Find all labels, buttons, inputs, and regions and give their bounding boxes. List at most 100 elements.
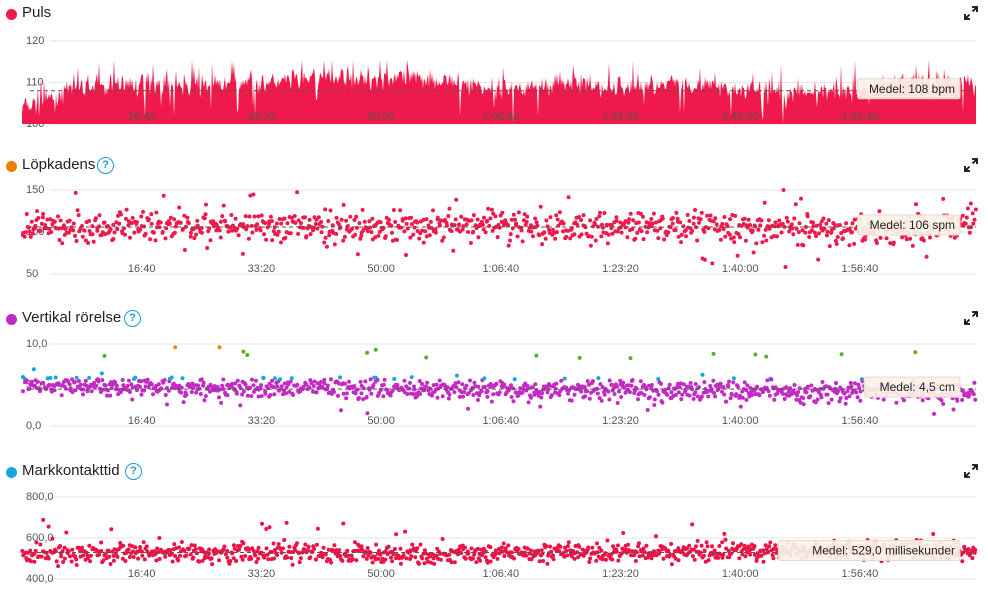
data-point: [267, 525, 272, 530]
data-point: [759, 553, 764, 558]
data-point: [250, 377, 254, 382]
data-point: [97, 224, 102, 229]
data-point: [463, 545, 467, 550]
data-point: [383, 234, 388, 239]
data-point: [368, 225, 372, 230]
data-point: [566, 540, 571, 545]
data-point: [71, 228, 76, 233]
data-point: [81, 392, 85, 397]
data-point: [727, 555, 732, 560]
data-point: [456, 552, 460, 557]
data-point: [415, 229, 420, 233]
expand-icon[interactable]: [964, 6, 978, 20]
data-point: [746, 217, 751, 222]
data-point: [430, 393, 434, 398]
data-point: [743, 238, 748, 243]
data-point: [145, 377, 150, 382]
data-point: [270, 378, 275, 383]
data-point: [332, 543, 337, 548]
data-point: [271, 541, 276, 546]
data-point: [678, 381, 683, 386]
data-point: [488, 545, 493, 550]
data-point: [36, 216, 41, 220]
data-point: [226, 229, 231, 234]
data-point: [533, 382, 538, 387]
data-point: [263, 391, 268, 396]
data-point: [225, 549, 230, 553]
data-point: [791, 388, 796, 393]
data-point: [218, 219, 223, 224]
data-point: [894, 400, 899, 405]
data-point: [446, 396, 451, 401]
help-icon[interactable]: ?: [124, 310, 141, 327]
data-point: [405, 392, 410, 396]
data-point: [551, 557, 556, 562]
data-point: [718, 381, 723, 386]
data-point: [68, 386, 73, 391]
data-point: [24, 212, 29, 216]
data-point: [368, 550, 373, 555]
data-point: [199, 230, 204, 235]
data-point: [494, 550, 499, 555]
data-point: [825, 229, 830, 234]
data-point: [619, 395, 624, 399]
x-tick-label: 1:23:20: [602, 568, 639, 580]
data-point: [440, 394, 445, 399]
data-point: [172, 217, 177, 222]
expand-icon[interactable]: [964, 158, 978, 172]
help-icon[interactable]: ?: [125, 463, 142, 480]
data-point: [312, 546, 317, 551]
data-point: [529, 548, 533, 553]
data-point: [56, 564, 61, 569]
data-point: [825, 392, 830, 397]
data-point: [493, 214, 498, 219]
data-point: [359, 233, 364, 238]
data-point: [165, 402, 169, 407]
data-point: [554, 230, 559, 235]
help-icon[interactable]: ?: [97, 157, 114, 174]
data-point: [90, 224, 95, 229]
y-tick-label: 150: [26, 184, 44, 196]
data-point: [466, 406, 471, 411]
data-point: [355, 387, 360, 392]
data-point: [217, 558, 221, 563]
data-point: [642, 550, 647, 555]
data-point: [306, 544, 311, 549]
data-point: [27, 386, 32, 391]
data-point: [695, 238, 700, 243]
data-point: [438, 557, 443, 562]
data-point: [506, 543, 511, 548]
data-point: [511, 212, 516, 217]
data-point: [246, 236, 251, 241]
data-point: [268, 393, 273, 397]
data-point: [189, 543, 194, 548]
data-point: [679, 232, 684, 237]
data-point: [409, 215, 414, 220]
data-point: [588, 218, 593, 223]
data-point: [289, 215, 294, 220]
expand-icon[interactable]: [964, 311, 978, 325]
data-point: [56, 226, 61, 231]
x-tick-label: 50:00: [367, 415, 395, 427]
data-point: [612, 392, 617, 396]
data-point: [649, 383, 654, 387]
data-point: [600, 557, 605, 562]
data-point: [691, 221, 696, 226]
data-point: [364, 556, 369, 561]
expand-icon[interactable]: [964, 464, 978, 478]
data-point: [231, 556, 236, 561]
data-point: [392, 377, 397, 381]
data-point: [288, 231, 293, 236]
data-point: [447, 206, 452, 211]
data-point: [720, 389, 724, 394]
data-point: [732, 240, 737, 245]
data-point: [82, 228, 87, 233]
data-point: [188, 552, 193, 557]
data-point: [53, 375, 58, 380]
data-point: [501, 541, 506, 546]
data-point: [764, 354, 769, 359]
data-point: [247, 214, 252, 219]
data-point: [741, 547, 746, 551]
data-point: [647, 395, 652, 400]
data-point: [472, 380, 477, 385]
